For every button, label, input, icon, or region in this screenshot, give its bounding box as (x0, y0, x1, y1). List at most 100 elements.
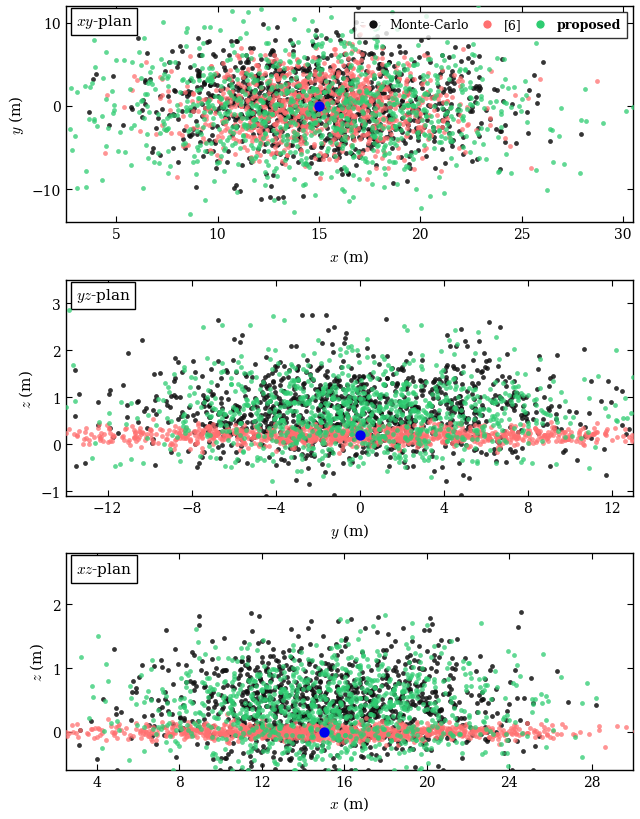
Point (376, 417, 386, 430)
Point (100, 147, 110, 160)
Point (281, 735, 291, 748)
Point (257, 704, 267, 717)
Point (400, 423, 410, 436)
Point (280, 722, 290, 735)
Point (354, 370, 364, 383)
Point (120, 147, 130, 160)
Point (417, 97, 427, 110)
Point (376, 411, 387, 424)
Point (339, 721, 349, 734)
Point (369, 70, 379, 83)
Point (442, 723, 452, 736)
Point (347, 731, 357, 744)
Point (566, 426, 576, 439)
Point (312, 124, 323, 138)
Point (431, 412, 441, 425)
Point (238, 86, 248, 99)
Point (449, 727, 460, 740)
Point (364, 84, 374, 97)
Point (452, 419, 463, 432)
Point (367, 725, 377, 738)
Point (274, 72, 284, 85)
Point (298, 190, 308, 203)
Point (528, 413, 538, 426)
Point (397, 719, 408, 732)
Point (207, 653, 218, 666)
Point (310, 423, 321, 437)
Point (308, 713, 318, 726)
Point (522, 726, 532, 740)
Point (205, 681, 215, 694)
Point (254, 726, 264, 740)
Point (268, 60, 278, 73)
Point (390, 705, 401, 718)
Point (246, 607, 257, 620)
Point (280, 708, 291, 722)
Point (226, 413, 236, 426)
Point (479, 732, 490, 745)
Point (355, 422, 365, 435)
Point (224, 425, 234, 438)
Point (102, 713, 113, 726)
Point (556, 727, 566, 740)
Point (398, 101, 408, 114)
Point (353, 726, 363, 740)
Point (313, 685, 323, 698)
Point (351, 108, 362, 121)
Point (134, 671, 144, 684)
Point (335, 419, 345, 432)
Point (319, 105, 329, 118)
Point (388, 177, 398, 190)
Point (231, 727, 241, 740)
Point (479, 726, 489, 739)
Point (458, 76, 468, 89)
Point (301, 672, 311, 685)
Point (370, 701, 380, 714)
Point (294, 727, 304, 740)
Point (188, 124, 198, 137)
Point (173, 658, 183, 671)
Point (386, 722, 396, 735)
Point (291, 690, 301, 703)
Point (352, 57, 362, 70)
Point (311, 720, 321, 733)
Point (370, 400, 380, 413)
Point (401, 424, 411, 437)
Point (269, 138, 279, 151)
Point (460, 432, 470, 446)
Point (146, 726, 156, 740)
Point (359, 120, 369, 133)
Point (289, 396, 300, 409)
Point (244, 367, 254, 380)
Point (179, 427, 189, 440)
Point (330, 72, 340, 85)
Point (290, 690, 300, 704)
Point (470, 402, 480, 415)
Point (343, 711, 353, 724)
Point (220, 124, 230, 138)
Point (292, 36, 303, 49)
Point (275, 125, 285, 138)
Point (232, 430, 242, 443)
Point (271, 459, 281, 472)
Point (275, 417, 285, 430)
Point (594, 719, 604, 732)
Point (246, 427, 257, 440)
Point (237, 436, 248, 449)
Point (441, 361, 451, 374)
Point (429, 685, 440, 698)
Point (108, 70, 118, 84)
Point (301, 708, 311, 722)
Point (232, 120, 242, 133)
Point (338, 383, 348, 396)
Point (424, 190, 435, 203)
Point (235, 93, 245, 106)
Point (368, 96, 378, 109)
Point (241, 107, 252, 120)
Point (308, 716, 318, 729)
Point (237, 713, 247, 726)
Point (303, 727, 314, 740)
Point (349, 686, 359, 699)
Point (517, 404, 527, 417)
Point (273, 357, 284, 370)
